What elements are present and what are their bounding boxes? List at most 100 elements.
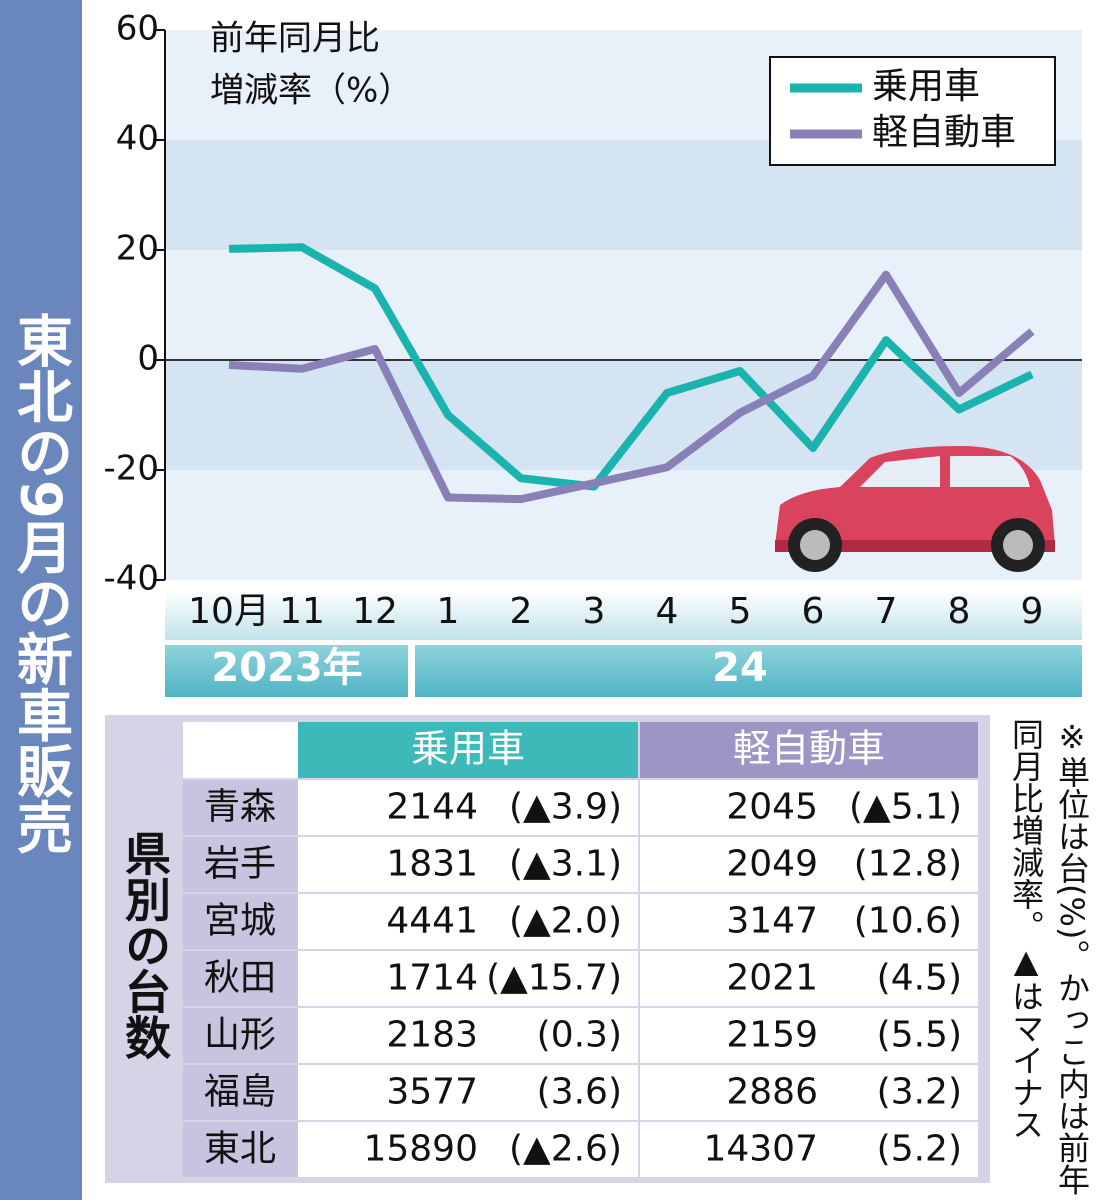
cell-count: 1714 bbox=[386, 958, 478, 999]
cell-change: (▲15.7) bbox=[486, 958, 622, 999]
column-header-bg bbox=[640, 722, 978, 778]
cell-count: 2183 bbox=[386, 1015, 478, 1056]
cell-change: (12.8) bbox=[854, 844, 962, 885]
table-corner bbox=[183, 722, 298, 778]
cell-count: 14307 bbox=[703, 1129, 818, 1170]
x-tick-label: 3 bbox=[583, 591, 606, 632]
series-line bbox=[228, 270, 1035, 504]
cell-change: (▲5.1) bbox=[849, 787, 962, 828]
x-tick-label: 7 bbox=[875, 591, 898, 632]
column-header-bg bbox=[298, 722, 638, 778]
cell-count: 1831 bbox=[386, 844, 478, 885]
cell-change: (▲2.6) bbox=[509, 1129, 622, 1170]
cell-change: (▲2.0) bbox=[509, 901, 622, 942]
row-header-bg bbox=[183, 837, 298, 892]
cell-count: 3577 bbox=[386, 1072, 478, 1113]
plot: -40 -20 0 20 40 60 bbox=[103, 9, 1082, 599]
column-header: 乗用車 bbox=[411, 727, 525, 771]
cell-bg bbox=[640, 1122, 978, 1177]
cell-bg bbox=[298, 894, 638, 949]
cell-bg bbox=[640, 1065, 978, 1120]
cell-change: (5.2) bbox=[877, 1129, 962, 1170]
y-axis-label: 増減率（%） bbox=[210, 71, 412, 111]
row-header: 東北 bbox=[204, 1129, 276, 1170]
cell-bg bbox=[298, 1065, 638, 1120]
y-tick-label: -20 bbox=[103, 449, 159, 489]
x-tick-label: 5 bbox=[729, 591, 752, 632]
x-group-label: 2023年 bbox=[211, 645, 362, 691]
cell-bg bbox=[640, 1008, 978, 1063]
y-axis-label: 前年同月比 bbox=[210, 19, 380, 59]
cell-bg bbox=[640, 837, 978, 892]
x-label-strip bbox=[165, 590, 1082, 640]
cell-bg bbox=[640, 780, 978, 835]
row-header: 秋田 bbox=[204, 958, 276, 999]
cell-bg bbox=[298, 837, 638, 892]
cell-count: 3147 bbox=[726, 901, 818, 942]
x-tick-label: 12 bbox=[352, 591, 398, 632]
y-tick-label: 20 bbox=[116, 229, 159, 269]
cell-change: (5.5) bbox=[877, 1015, 962, 1056]
row-header-bg bbox=[183, 1065, 298, 1120]
cell-change: (4.5) bbox=[877, 958, 962, 999]
cell-count: 2159 bbox=[726, 1015, 818, 1056]
row-header: 岩手 bbox=[204, 844, 276, 885]
note: 同月比増減率。▲はマイナス bbox=[1007, 718, 1045, 1140]
series-line bbox=[228, 243, 1034, 491]
legend-label: 乗用車 bbox=[872, 66, 980, 107]
y-tick-label: 60 bbox=[116, 9, 159, 49]
year-strip bbox=[415, 645, 1082, 697]
x-tick-label: 11 bbox=[279, 591, 325, 632]
column-header: 軽自動車 bbox=[733, 727, 885, 771]
row-header-bg bbox=[183, 780, 298, 835]
row-header-bg bbox=[183, 1122, 298, 1177]
cell-count: 2021 bbox=[726, 958, 818, 999]
legend bbox=[769, 56, 1056, 166]
x-tick-label: 2 bbox=[510, 591, 533, 632]
x-tick-label: 6 bbox=[802, 591, 825, 632]
x-tick-label: 10月 bbox=[188, 591, 270, 632]
cell-bg bbox=[298, 780, 638, 835]
row-header: 山形 bbox=[204, 1015, 276, 1056]
y-tick-label: -40 bbox=[103, 559, 159, 599]
row-header: 青森 bbox=[204, 787, 276, 828]
cell-bg bbox=[298, 1008, 638, 1063]
cell-change: (3.2) bbox=[877, 1072, 962, 1113]
row-header-bg bbox=[183, 894, 298, 949]
cell-change: (0.3) bbox=[537, 1015, 622, 1056]
cell-bg bbox=[640, 894, 978, 949]
x-tick-label: 4 bbox=[656, 591, 679, 632]
x-tick-label: 1 bbox=[437, 591, 460, 632]
y-tick-label: 40 bbox=[116, 119, 159, 159]
cell-bg bbox=[298, 1122, 638, 1177]
x-tick-label: 9 bbox=[1021, 591, 1044, 632]
car-illustration bbox=[775, 446, 1055, 572]
cell-bg bbox=[298, 951, 638, 1006]
title-band bbox=[0, 0, 82, 1200]
cell-bg bbox=[640, 951, 978, 1006]
year-strip bbox=[165, 645, 408, 697]
cell-change: (3.6) bbox=[537, 1072, 622, 1113]
y-tick-label: 0 bbox=[137, 339, 159, 379]
cell-change: (▲3.9) bbox=[509, 787, 622, 828]
cell-count: 2049 bbox=[726, 844, 818, 885]
table: 青森 2144 (▲3.9) 2045 (▲5.1) 岩手 1831 (▲3.1) 2049 (1… bbox=[183, 780, 978, 1177]
x-group-label: 24 bbox=[712, 645, 768, 691]
row-header-bg bbox=[183, 951, 298, 1006]
row-header: 福島 bbox=[204, 1072, 276, 1113]
cell-change: (10.6) bbox=[854, 901, 962, 942]
x-tick-label: 8 bbox=[948, 591, 971, 632]
cell-change: (▲3.1) bbox=[509, 844, 622, 885]
cell-count: 15890 bbox=[363, 1129, 478, 1170]
cell-count: 4441 bbox=[386, 901, 478, 942]
page-title: 東北の9月の新車販売 bbox=[8, 312, 73, 855]
cell-count: 2045 bbox=[726, 787, 818, 828]
cell-count: 2144 bbox=[386, 787, 478, 828]
grid-band bbox=[165, 250, 1082, 360]
cell-count: 2886 bbox=[726, 1072, 818, 1113]
table-label: 県別の台数 bbox=[118, 830, 172, 1060]
legend-label: 軽自動車 bbox=[872, 112, 1016, 153]
row-header-bg bbox=[183, 1008, 298, 1063]
note: ※単位は台(%)。かっこ内は前年 bbox=[1053, 718, 1091, 1196]
